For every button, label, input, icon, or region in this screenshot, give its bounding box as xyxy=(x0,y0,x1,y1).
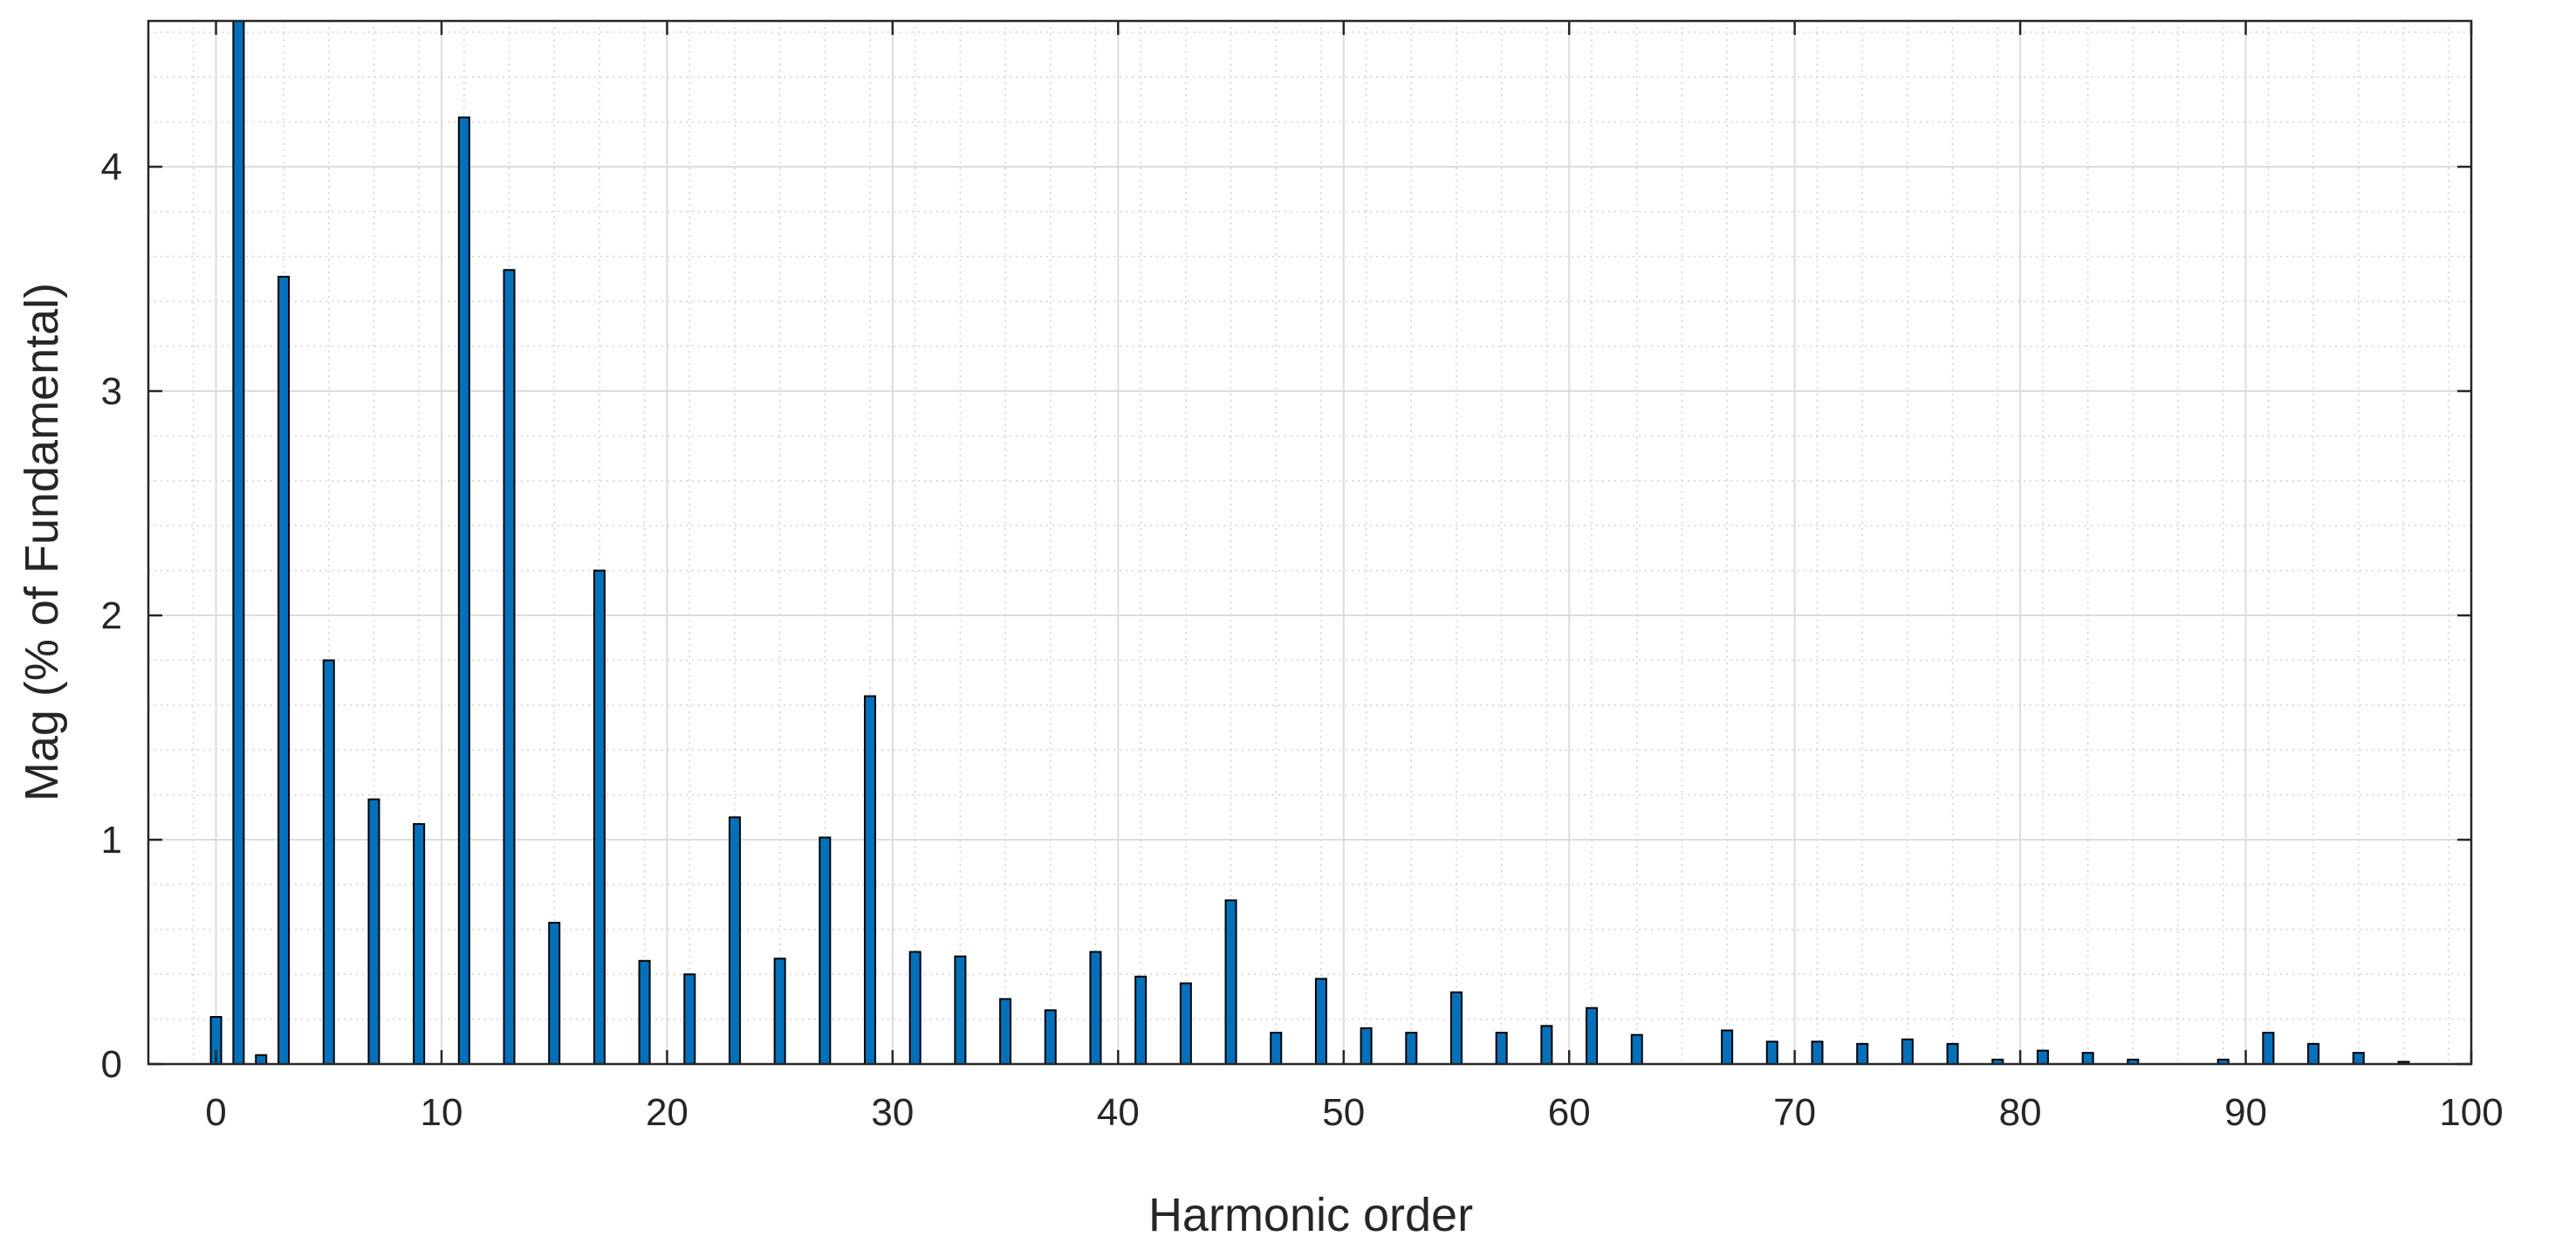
x-tick-label: 50 xyxy=(1322,1091,1365,1134)
y-tick-label: 2 xyxy=(101,594,122,637)
x-tick-label: 10 xyxy=(421,1091,463,1134)
bar-h5 xyxy=(322,659,335,1066)
bar-h47 xyxy=(1270,1032,1283,1065)
bar-h55 xyxy=(1449,991,1463,1065)
x-tick-label: 0 xyxy=(205,1091,226,1134)
bar-h71 xyxy=(1811,1040,1824,1065)
major-grid xyxy=(148,21,2472,1065)
bar-h23 xyxy=(728,816,741,1065)
x-tick-label: 100 xyxy=(2439,1091,2503,1134)
bar-h13 xyxy=(503,269,516,1065)
bar-h53 xyxy=(1405,1032,1418,1065)
x-axis-label: Harmonic order xyxy=(1148,1189,1473,1241)
bar-h93 xyxy=(2307,1042,2320,1066)
bar-h3 xyxy=(277,275,291,1066)
x-tick-label: 40 xyxy=(1097,1091,1140,1134)
y-tick-label: 4 xyxy=(101,146,122,189)
plot-frame xyxy=(147,19,2473,1066)
bar-h41 xyxy=(1134,975,1148,1065)
x-tick-label: 90 xyxy=(2224,1091,2267,1134)
bar-h43 xyxy=(1179,982,1192,1066)
bar-h73 xyxy=(1856,1042,1869,1066)
x-tick-label: 60 xyxy=(1548,1091,1591,1134)
y-tick-label: 1 xyxy=(101,819,122,862)
bar-h75 xyxy=(1901,1038,1914,1066)
x-tick-label: 30 xyxy=(871,1091,914,1134)
bar-h1 xyxy=(232,20,245,1065)
bar-h49 xyxy=(1314,978,1327,1066)
bar-h31 xyxy=(908,951,921,1065)
bar-h51 xyxy=(1360,1027,1373,1065)
bar-h91 xyxy=(2262,1032,2275,1065)
bar-h61 xyxy=(1586,1006,1599,1065)
bar-h35 xyxy=(999,998,1012,1066)
x-tick-label: 80 xyxy=(1999,1091,2042,1134)
bar-h21 xyxy=(683,973,696,1066)
bar-h39 xyxy=(1089,951,1102,1065)
bar-h37 xyxy=(1044,1009,1057,1066)
bar-h67 xyxy=(1721,1029,1734,1066)
bar-h81 xyxy=(2036,1049,2049,1066)
bar-h57 xyxy=(1495,1032,1508,1065)
bar-h83 xyxy=(2081,1052,2094,1065)
y-tick-label: 0 xyxy=(101,1043,122,1086)
bar-h77 xyxy=(1946,1042,1959,1066)
bar-h9 xyxy=(413,823,426,1065)
x-tick-labels: 0 10 20 30 40 50 60 70 80 90 100 xyxy=(205,1091,2503,1134)
y-tick-labels: 0 1 2 3 4 xyxy=(101,146,122,1086)
x-tick-label: 70 xyxy=(1773,1091,1816,1134)
bar-h33 xyxy=(954,955,967,1065)
bar-series xyxy=(209,20,2410,1066)
bar-h11 xyxy=(457,116,470,1065)
bar-h2 xyxy=(255,1054,268,1066)
bar-h25 xyxy=(773,958,786,1066)
bar-h15 xyxy=(548,922,561,1066)
bar-h29 xyxy=(864,695,877,1066)
bar-h19 xyxy=(638,959,651,1065)
bar-h17 xyxy=(593,569,606,1065)
bar-h59 xyxy=(1540,1025,1553,1065)
bar-h63 xyxy=(1630,1034,1643,1066)
bar-h7 xyxy=(367,798,380,1065)
x-tick-label: 20 xyxy=(646,1091,689,1134)
bar-h27 xyxy=(819,836,832,1065)
axis-ticks xyxy=(148,21,2473,1066)
y-axis-label: Mag (% of Fundamental) xyxy=(16,283,68,801)
bar-h45 xyxy=(1224,899,1237,1065)
plot-area xyxy=(148,21,2471,1064)
bar-h95 xyxy=(2352,1052,2365,1065)
y-tick-label: 3 xyxy=(101,370,122,413)
bar-h69 xyxy=(1765,1040,1778,1065)
